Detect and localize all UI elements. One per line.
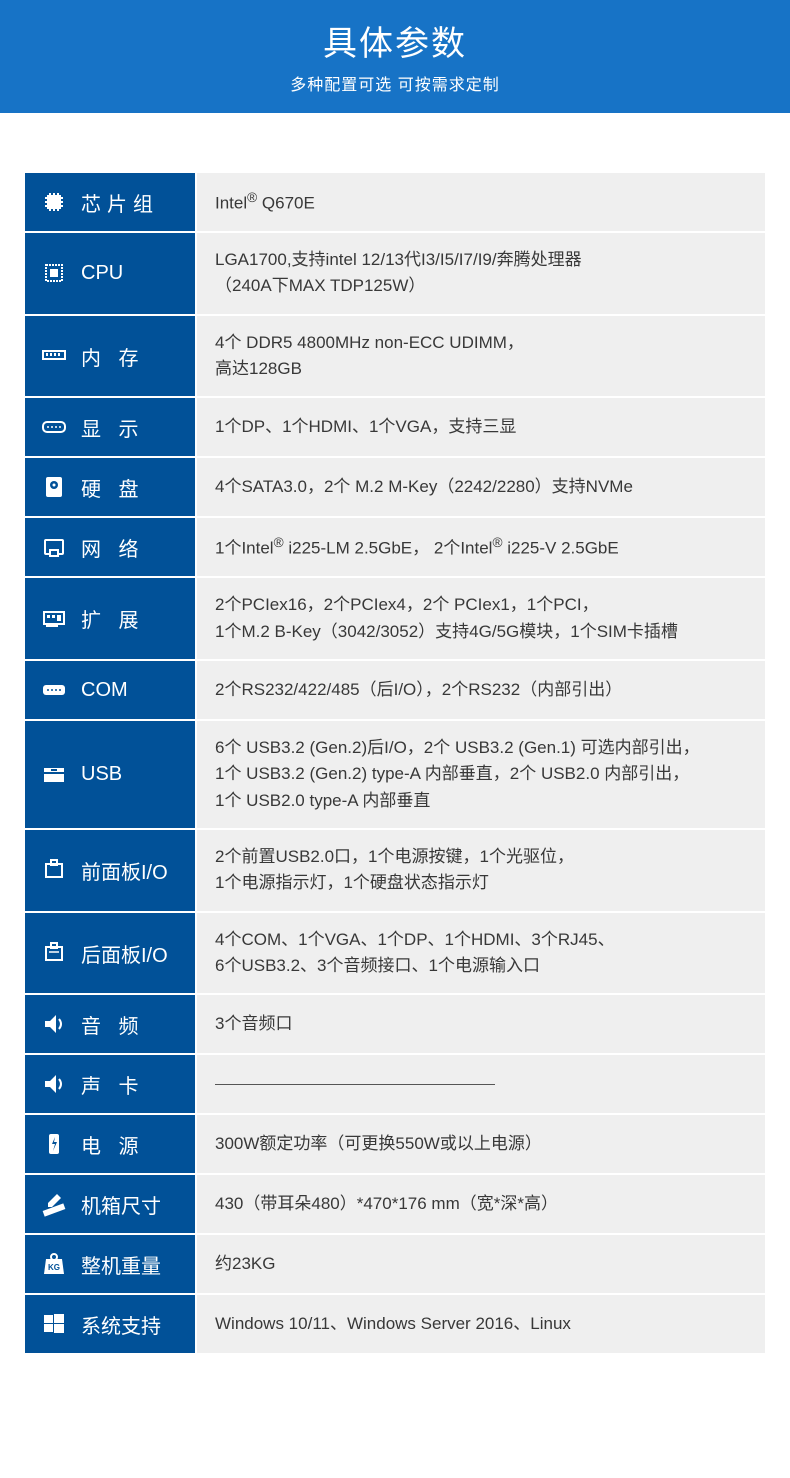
spec-label: 电 源 <box>81 1130 145 1159</box>
spec-label: USB <box>81 763 122 786</box>
spec-label-cell: 扩 展 <box>25 578 197 659</box>
spec-label: 内 存 <box>81 342 145 371</box>
spec-value: 6个 USB3.2 (Gen.2)后I/O，2个 USB3.2 (Gen.1) … <box>197 721 765 828</box>
page-title: 具体参数 <box>0 16 790 65</box>
spec-row: 整机重量 约23KG <box>25 1235 765 1295</box>
spec-row: 硬 盘 4个SATA3.0，2个 M.2 M-Key（2242/2280）支持NV… <box>25 458 765 518</box>
spec-label-cell: 系统支持 <box>25 1295 197 1353</box>
spec-value: 3个音频口 <box>197 995 765 1053</box>
spec-row: 前面板I/O 2个前置USB2.0口，1个电源按键，1个光驱位，1个电源指示灯，1… <box>25 830 765 913</box>
spec-label: 音 频 <box>81 1010 145 1039</box>
spec-row: 内 存 4个 DDR5 4800MHz non-ECC UDIMM，高达128GB <box>25 316 765 399</box>
pci-icon <box>39 604 69 634</box>
serial-icon <box>39 675 69 705</box>
spec-label-cell: 后面板I/O <box>25 913 197 994</box>
vga-icon <box>39 412 69 442</box>
hdd-icon <box>39 472 69 502</box>
spec-value: 2个前置USB2.0口，1个电源按键，1个光驱位，1个电源指示灯，1个硬盘状态指… <box>197 830 765 911</box>
spec-row: 音 频 3个音频口 <box>25 995 765 1055</box>
spec-label: 扩 展 <box>81 604 145 633</box>
spec-row: 声 卡 <box>25 1055 765 1115</box>
spec-label: 前面板I/O <box>81 856 168 885</box>
spec-value: Intel® Q670E <box>197 173 765 231</box>
spec-row: 显 示 1个DP、1个HDMI、1个VGA，支持三显 <box>25 398 765 458</box>
spec-label-cell: 硬 盘 <box>25 458 197 516</box>
spec-row: CPU LGA1700,支持intel 12/13代I3/I5/I7/I9/奔腾处… <box>25 233 765 316</box>
spec-value: 2个RS232/422/485（后I/O），2个RS232（内部引出） <box>197 661 765 719</box>
spec-label: 整机重量 <box>81 1250 161 1279</box>
ruler-icon <box>39 1189 69 1219</box>
spec-label-cell: 芯片组 <box>25 173 197 231</box>
spec-value: 430（带耳朵480）*470*176 mm（宽*深*高） <box>197 1175 765 1233</box>
spec-table: 芯片组 Intel® Q670E CPU LGA1700,支持intel 12/13代… <box>25 173 765 1355</box>
spec-value: 4个SATA3.0，2个 M.2 M-Key（2242/2280）支持NVMe <box>197 458 765 516</box>
spec-label: COM <box>81 679 128 702</box>
spec-label-cell: 内 存 <box>25 316 197 397</box>
chip-icon <box>39 187 69 217</box>
header-banner: 具体参数 多种配置可选 可按需求定制 <box>0 0 790 113</box>
spec-value: 4个COM、1个VGA、1个DP、1个HDMI、3个RJ45、6个USB3.2、… <box>197 913 765 994</box>
spec-label: 芯片组 <box>81 188 159 217</box>
spec-label-cell: CPU <box>25 233 197 314</box>
panel-icon <box>39 855 69 885</box>
spec-label: 硬 盘 <box>81 473 145 502</box>
spec-value: 1个Intel® i225-LM 2.5GbE， 2个Intel® i225-V… <box>197 518 765 576</box>
spec-label-cell: 前面板I/O <box>25 830 197 911</box>
spec-label-cell: 网 络 <box>25 518 197 576</box>
panel2-icon <box>39 938 69 968</box>
usb-icon <box>39 760 69 790</box>
spec-label: 网 络 <box>81 533 145 562</box>
spec-label: 声 卡 <box>81 1070 145 1099</box>
spec-value: 约23KG <box>197 1235 765 1293</box>
spec-value <box>197 1055 765 1113</box>
spec-label-cell: 显 示 <box>25 398 197 456</box>
spec-value: Windows 10/11、Windows Server 2016、Linux <box>197 1295 765 1353</box>
windows-icon <box>39 1309 69 1339</box>
spec-row: 芯片组 Intel® Q670E <box>25 173 765 233</box>
spec-label-cell: 音 频 <box>25 995 197 1053</box>
spec-label: CPU <box>81 262 123 285</box>
spec-label: 显 示 <box>81 413 145 442</box>
power-icon <box>39 1129 69 1159</box>
spec-row: 系统支持 Windows 10/11、Windows Server 2016、Li… <box>25 1295 765 1355</box>
spec-label-cell: 电 源 <box>25 1115 197 1173</box>
page-subtitle: 多种配置可选 可按需求定制 <box>0 71 790 95</box>
speaker-icon <box>39 1009 69 1039</box>
spec-value: 4个 DDR5 4800MHz non-ECC UDIMM，高达128GB <box>197 316 765 397</box>
lan-icon <box>39 532 69 562</box>
spec-label: 机箱尺寸 <box>81 1190 161 1219</box>
spec-row: 网 络 1个Intel® i225-LM 2.5GbE， 2个Intel® i22… <box>25 518 765 578</box>
spec-label: 系统支持 <box>81 1310 161 1339</box>
spec-value: 300W额定功率（可更换550W或以上电源） <box>197 1115 765 1173</box>
spec-row: 电 源 300W额定功率（可更换550W或以上电源） <box>25 1115 765 1175</box>
spec-row: 扩 展 2个PCIex16，2个PCIex4，2个 PCIex1，1个PCI，1个… <box>25 578 765 661</box>
cpu-icon <box>39 258 69 288</box>
spec-value: LGA1700,支持intel 12/13代I3/I5/I7/I9/奔腾处理器（… <box>197 233 765 314</box>
spec-row: 后面板I/O 4个COM、1个VGA、1个DP、1个HDMI、3个RJ45、6个U… <box>25 913 765 996</box>
spec-label: 后面板I/O <box>81 939 168 968</box>
spec-label-cell: 机箱尺寸 <box>25 1175 197 1233</box>
spec-label-cell: USB <box>25 721 197 828</box>
spec-value: 1个DP、1个HDMI、1个VGA，支持三显 <box>197 398 765 456</box>
ram-icon <box>39 341 69 371</box>
spec-value: 2个PCIex16，2个PCIex4，2个 PCIex1，1个PCI，1个M.2… <box>197 578 765 659</box>
weight-icon <box>39 1249 69 1279</box>
spec-row: USB 6个 USB3.2 (Gen.2)后I/O，2个 USB3.2 (Gen.… <box>25 721 765 830</box>
spec-row: COM 2个RS232/422/485（后I/O），2个RS232（内部引出） <box>25 661 765 721</box>
spec-row: 机箱尺寸 430（带耳朵480）*470*176 mm（宽*深*高） <box>25 1175 765 1235</box>
spec-label-cell: 整机重量 <box>25 1235 197 1293</box>
spec-label-cell: 声 卡 <box>25 1055 197 1113</box>
speaker-icon <box>39 1069 69 1099</box>
spec-label-cell: COM <box>25 661 197 719</box>
